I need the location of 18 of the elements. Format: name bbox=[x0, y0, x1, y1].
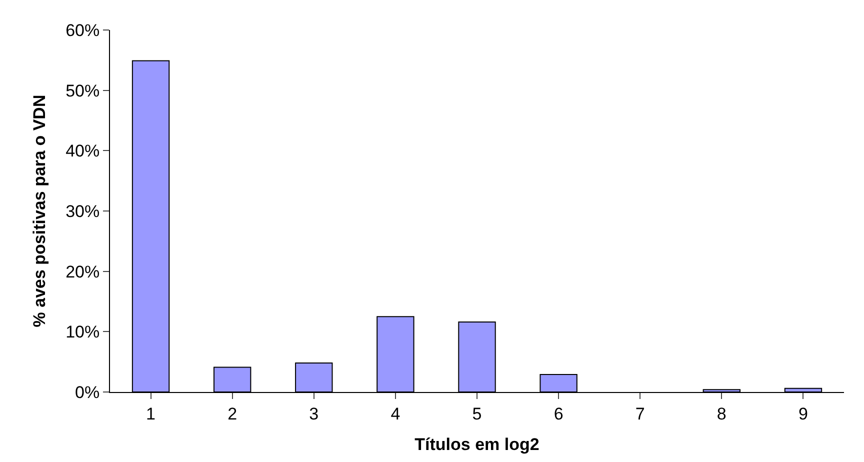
x-tick-label: 7 bbox=[635, 404, 645, 424]
y-tick-label: 50% bbox=[66, 81, 100, 100]
y-tick-label: 40% bbox=[66, 142, 100, 161]
y-tick-label: 20% bbox=[66, 262, 100, 282]
y-tick-label: 30% bbox=[66, 202, 100, 221]
x-tick-label: 6 bbox=[554, 404, 564, 424]
x-tick-label: 9 bbox=[798, 404, 808, 424]
y-axis-title: % aves positivas para o VDN bbox=[30, 94, 50, 328]
x-axis-title: Títulos em log2 bbox=[414, 434, 540, 454]
x-tick-label: 1 bbox=[146, 404, 156, 424]
y-tick-label: 60% bbox=[66, 20, 100, 40]
x-tick-label: 4 bbox=[390, 404, 400, 424]
x-tick-label: 5 bbox=[472, 404, 482, 424]
x-tick-label: 8 bbox=[716, 404, 726, 424]
x-tick-label: 3 bbox=[309, 404, 319, 424]
y-tick-label: 0% bbox=[75, 382, 100, 402]
y-tick-label: 10% bbox=[66, 322, 100, 342]
x-tick-label: 2 bbox=[228, 404, 238, 424]
